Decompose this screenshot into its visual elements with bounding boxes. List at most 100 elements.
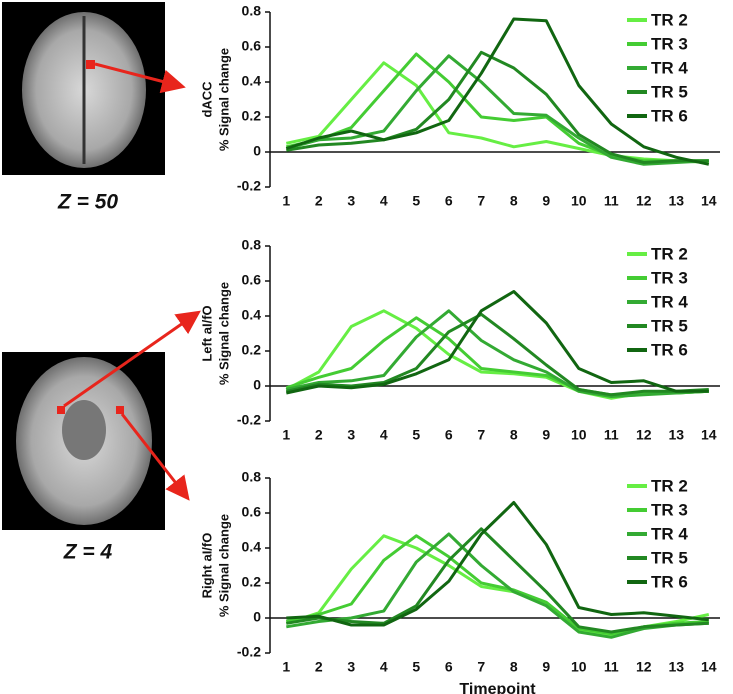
- series-line: [286, 527, 709, 634]
- x-tick-label: 13: [668, 659, 684, 675]
- series-line: [286, 532, 709, 639]
- arrow: [120, 413, 190, 501]
- y-axis-label: % Signal change: [216, 282, 231, 385]
- y-axis-title: Left aI/fO% Signal change: [199, 282, 231, 385]
- y-tick-label: 0: [253, 609, 261, 625]
- legend-label: TR 3: [651, 34, 688, 53]
- y-tick-label: 0.8: [242, 237, 262, 253]
- x-tick-label: 14: [701, 427, 717, 443]
- legend-label: TR 4: [651, 524, 688, 543]
- legend-label: TR 2: [651, 10, 688, 29]
- legend-label: TR 6: [651, 106, 688, 125]
- x-tick-label: 6: [445, 193, 453, 209]
- x-tick-label: 8: [510, 427, 518, 443]
- x-tick-label: 5: [412, 193, 420, 209]
- y-tick-label: 0.6: [242, 272, 262, 288]
- x-tick-label: 7: [477, 193, 485, 209]
- x-tick-label: 6: [445, 659, 453, 675]
- x-tick-label: 9: [542, 427, 550, 443]
- slice-label: Z = 50: [57, 191, 118, 214]
- x-axis-label: Timepoint: [459, 681, 536, 694]
- y-tick-label: 0: [253, 377, 261, 393]
- y-tick-label: 0.2: [242, 342, 262, 358]
- legend-label: TR 5: [651, 82, 688, 101]
- x-tick-label: 9: [542, 193, 550, 209]
- x-tick-label: 7: [477, 659, 485, 675]
- x-tick-label: 13: [668, 193, 684, 209]
- y-tick-label: 0.8: [242, 3, 262, 19]
- x-tick-label: 3: [347, 193, 355, 209]
- y-tick-label: 0.6: [242, 504, 262, 520]
- x-tick-label: 4: [380, 427, 388, 443]
- x-tick-label: 5: [412, 427, 420, 443]
- arrow: [63, 310, 201, 408]
- y-tick-label: 0.4: [242, 307, 262, 323]
- y-axis-label: % Signal change: [216, 514, 231, 617]
- arrow: [94, 62, 186, 94]
- x-tick-label: 7: [477, 427, 485, 443]
- series-line: [285, 309, 709, 398]
- legend-label: TR 2: [651, 476, 688, 495]
- x-tick-label: 2: [315, 659, 323, 675]
- ventricle: [62, 400, 106, 460]
- roi-marker: [57, 406, 65, 414]
- x-tick-label: 10: [571, 659, 587, 675]
- x-tick-label: 1: [282, 427, 290, 443]
- x-tick-label: 12: [636, 659, 652, 675]
- y-axis-label: Right aI/fO: [199, 533, 214, 599]
- x-tick-label: 14: [701, 193, 717, 209]
- y-tick-label: -0.2: [237, 412, 261, 428]
- y-tick-label: 0: [253, 143, 261, 159]
- x-tick-label: 10: [571, 193, 587, 209]
- legend-label: TR 6: [651, 572, 688, 591]
- x-tick-label: 2: [315, 427, 323, 443]
- legend-label: TR 5: [651, 548, 688, 567]
- x-tick-label: 1: [282, 659, 290, 675]
- x-tick-label: 4: [380, 659, 388, 675]
- series-line: [286, 501, 709, 627]
- y-tick-label: 0.4: [242, 73, 262, 89]
- x-tick-label: 8: [510, 659, 518, 675]
- x-tick-label: 10: [571, 427, 587, 443]
- x-tick-label: 2: [315, 193, 323, 209]
- y-axis-title: Right aI/fO% Signal change: [199, 514, 231, 617]
- x-tick-label: 11: [604, 427, 619, 443]
- y-axis-label: % Signal change: [216, 48, 231, 151]
- x-tick-label: 8: [510, 193, 518, 209]
- y-axis-title: dACC% Signal change: [199, 48, 231, 151]
- legend-label: TR 4: [651, 292, 688, 311]
- legend-label: TR 2: [651, 244, 688, 263]
- y-tick-label: 0.2: [242, 574, 262, 590]
- y-tick-label: 0.2: [242, 108, 262, 124]
- series-line: [285, 17, 710, 166]
- x-tick-label: 12: [636, 193, 652, 209]
- roi-marker: [116, 406, 124, 414]
- x-tick-label: 5: [412, 659, 420, 675]
- x-tick-label: 11: [604, 659, 619, 675]
- slice-label: Z = 4: [63, 541, 113, 564]
- legend-label: TR 3: [651, 268, 688, 287]
- y-axis-label: dACC: [199, 81, 214, 118]
- series-line: [285, 312, 709, 397]
- x-tick-label: 9: [542, 659, 550, 675]
- x-tick-label: 11: [604, 193, 619, 209]
- x-tick-label: 12: [636, 427, 652, 443]
- series-line: [285, 54, 709, 166]
- x-tick-label: 14: [701, 659, 717, 675]
- series-line: [286, 50, 709, 164]
- y-tick-label: -0.2: [237, 178, 261, 194]
- x-tick-label: 6: [445, 427, 453, 443]
- x-tick-label: 1: [282, 193, 290, 209]
- x-tick-label: 4: [380, 193, 388, 209]
- legend-label: TR 6: [651, 340, 688, 359]
- x-tick-label: 3: [347, 659, 355, 675]
- y-tick-label: 0.8: [242, 469, 262, 485]
- y-tick-label: 0.4: [242, 539, 262, 555]
- legend-label: TR 4: [651, 58, 688, 77]
- y-tick-label: 0.6: [242, 38, 262, 54]
- series-line: [285, 290, 709, 395]
- y-axis-label: Left aI/fO: [199, 305, 214, 361]
- y-tick-label: -0.2: [237, 644, 261, 660]
- x-tick-label: 3: [347, 427, 355, 443]
